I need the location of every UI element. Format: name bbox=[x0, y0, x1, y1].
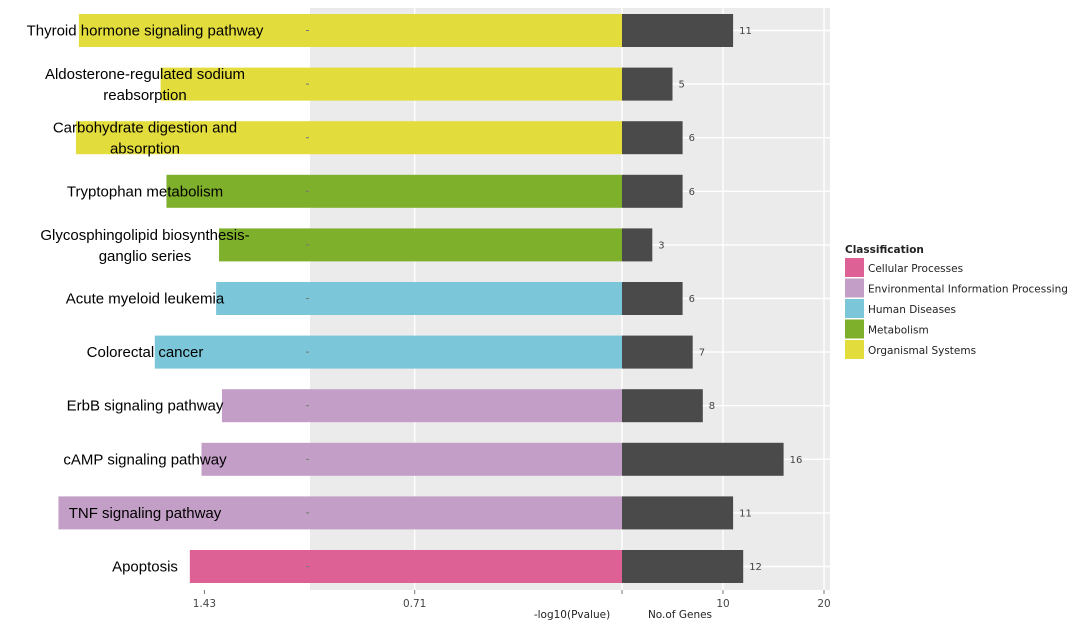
gene-count-bar bbox=[622, 282, 683, 315]
pvalue-bar bbox=[189, 550, 622, 583]
gene-count-bar bbox=[622, 496, 734, 530]
pvalue-bar bbox=[75, 121, 622, 155]
gene-count-label: 6 bbox=[689, 294, 695, 305]
pvalue-bar bbox=[58, 496, 622, 530]
gene-count-label: 8 bbox=[709, 401, 715, 412]
pvalue-bar bbox=[160, 67, 622, 101]
gene-count-bar bbox=[622, 67, 673, 101]
x-tick-label: 0.71 bbox=[403, 598, 426, 610]
pathway-label: Thyroid hormone signaling pathway bbox=[27, 23, 264, 40]
legend-title: Classification bbox=[845, 244, 924, 256]
pvalue-bar bbox=[216, 282, 622, 315]
pvalue-bar bbox=[154, 335, 623, 369]
legend-label: Cellular Processes bbox=[868, 263, 963, 275]
pathway-label: cAMP signaling pathway bbox=[63, 451, 227, 468]
pvalue-bar bbox=[219, 228, 623, 262]
pathway-label: Glycosphingolipid biosynthesis-ganglio s… bbox=[40, 227, 249, 265]
pathway-label: Tryptophan metabolism bbox=[67, 183, 223, 200]
pathway-label: Colorectal cancer bbox=[87, 344, 204, 361]
gene-count-bars bbox=[622, 14, 784, 583]
legend-swatch bbox=[845, 319, 864, 339]
gene-count-label: 12 bbox=[749, 562, 762, 573]
pathway-label: TNF signaling pathway bbox=[69, 505, 222, 522]
classification-legend: Classification Cellular Processes Environ… bbox=[845, 244, 1068, 359]
gene-count-label: 16 bbox=[790, 455, 803, 466]
pvalue-bar bbox=[221, 389, 622, 423]
legend-label: Environmental Information Processing bbox=[868, 284, 1068, 296]
x-tick-label: 10 bbox=[716, 598, 729, 610]
x-axis-ticks: 1.43 0.71 10 20 bbox=[193, 590, 831, 610]
pvalue-bar bbox=[201, 442, 622, 476]
gene-count-labels: 11 5 6 6 3 6 7 8 16 11 12 bbox=[658, 26, 802, 573]
gene-count-axis-title: No.of Genes bbox=[648, 609, 712, 621]
legend-swatch bbox=[845, 299, 864, 318]
gene-count-bar bbox=[622, 389, 703, 423]
gene-count-label: 7 bbox=[699, 348, 705, 359]
gene-count-bar bbox=[622, 228, 653, 262]
gene-count-label: 11 bbox=[739, 508, 752, 519]
x-tick-label: 20 bbox=[817, 598, 830, 610]
gene-count-bar bbox=[622, 442, 784, 476]
pathway-label: Apoptosis bbox=[112, 559, 178, 576]
legend-label: Human Diseases bbox=[868, 304, 956, 316]
pathway-label: Acute myeloid leukemia bbox=[66, 291, 225, 308]
gene-count-bar bbox=[622, 335, 693, 369]
gene-count-label: 5 bbox=[679, 80, 685, 91]
pathway-label: Aldosterone-regulated sodium reabsorption bbox=[45, 66, 245, 104]
pvalue-bar bbox=[166, 174, 623, 208]
pathway-label: Carbohydrate digestion and absorption bbox=[53, 120, 237, 158]
gene-count-bar bbox=[622, 14, 734, 47]
legend-label: Metabolism bbox=[868, 325, 929, 337]
pvalue-bars bbox=[58, 14, 623, 583]
legend-swatch bbox=[845, 278, 864, 298]
legend-swatch bbox=[845, 258, 864, 277]
legend-label: Organismal Systems bbox=[868, 345, 976, 357]
gene-count-label: 6 bbox=[689, 187, 695, 198]
pathway-label: ErbB signaling pathway bbox=[67, 398, 224, 415]
gene-count-bar bbox=[622, 121, 683, 155]
gene-count-label: 11 bbox=[739, 26, 752, 37]
gene-count-bar bbox=[622, 550, 744, 583]
pvalue-axis-title: -log10(Pvalue) bbox=[534, 609, 610, 621]
pvalue-bar bbox=[78, 14, 622, 47]
gene-count-label: 3 bbox=[658, 240, 664, 251]
legend-swatch bbox=[845, 340, 864, 359]
pathway-labels: Thyroid hormone signaling pathway Aldoste… bbox=[27, 23, 264, 576]
y-axis-ticks bbox=[306, 30, 309, 567]
gene-count-bar bbox=[622, 174, 683, 208]
x-tick-label: 1.43 bbox=[193, 598, 216, 610]
gene-count-label: 6 bbox=[689, 133, 695, 144]
